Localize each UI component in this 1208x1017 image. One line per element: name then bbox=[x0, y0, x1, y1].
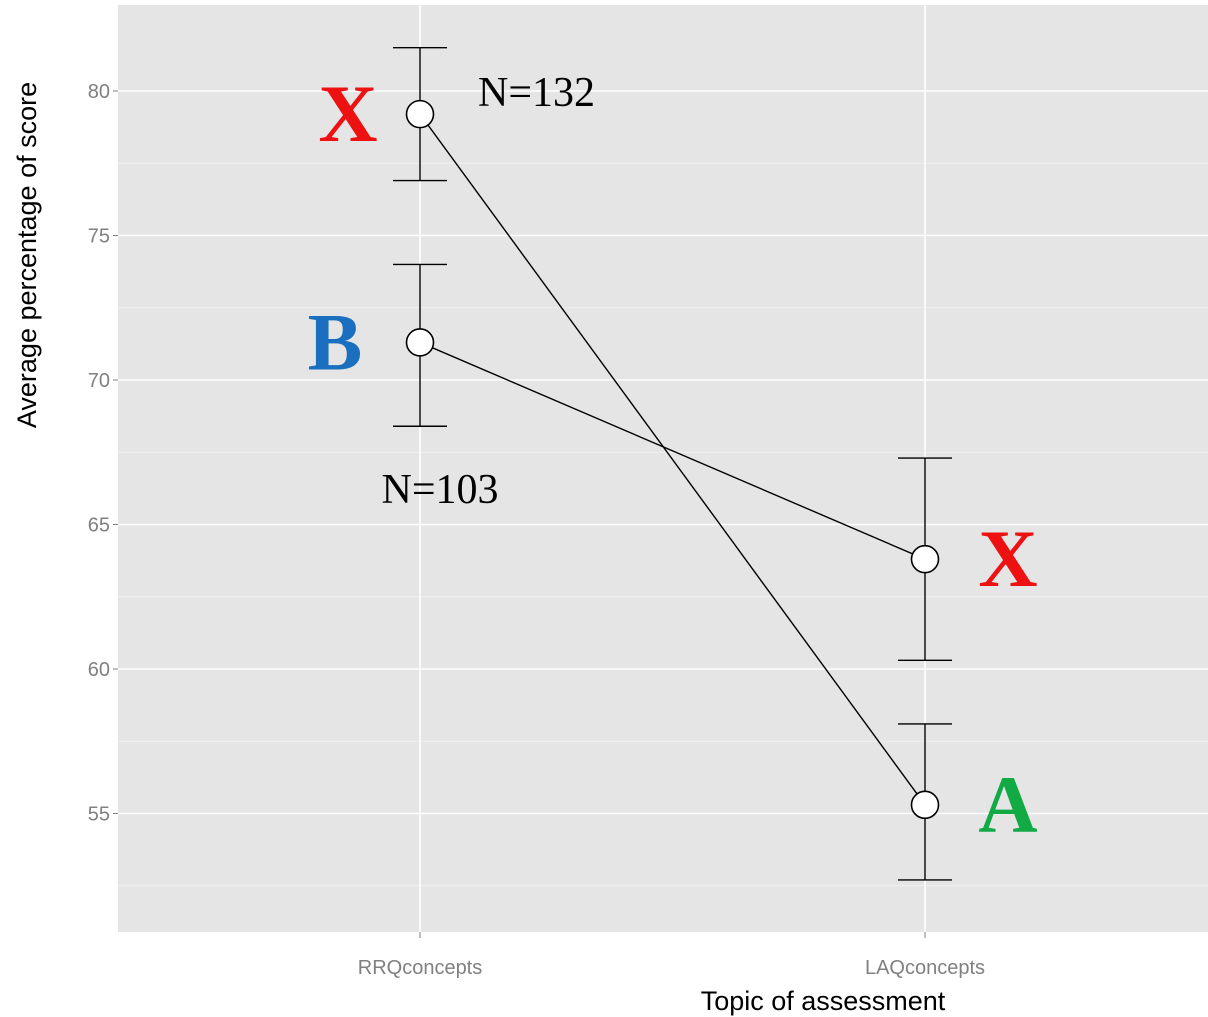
data-point bbox=[910, 790, 940, 820]
y-axis-ticks: 55 60 65 70 75 80 bbox=[88, 81, 118, 826]
y-tick-label: 80 bbox=[88, 81, 110, 103]
group-letter: B bbox=[308, 296, 363, 387]
data-point bbox=[910, 544, 940, 574]
x-axis-ticks: RRQconcepts LAQconcepts bbox=[358, 932, 985, 979]
y-axis-title: Average percentage of score bbox=[12, 82, 42, 428]
data-point bbox=[405, 328, 435, 357]
y-tick-label: 60 bbox=[88, 659, 110, 681]
series-line bbox=[419, 341, 926, 560]
data-points bbox=[405, 99, 940, 820]
x-axis-title: Topic of assessment bbox=[701, 986, 946, 1016]
y-tick-label: 75 bbox=[88, 226, 110, 248]
y-tick-label: 65 bbox=[88, 515, 110, 537]
x-tick-label: RRQconcepts bbox=[358, 957, 483, 979]
sample-size-label: N=132 bbox=[478, 70, 595, 116]
series-lines bbox=[419, 113, 926, 806]
minor-gridlines bbox=[118, 162, 1208, 887]
annotations: X A B X N=132 N=103 bbox=[308, 68, 1038, 850]
group-letter: A bbox=[978, 759, 1037, 850]
x-tick-label: LAQconcepts bbox=[865, 957, 985, 979]
y-tick-label: 70 bbox=[88, 370, 110, 392]
group-letter: X bbox=[978, 513, 1037, 604]
sample-size-label: N=103 bbox=[381, 467, 498, 513]
group-letter: X bbox=[318, 68, 377, 159]
plot-panel bbox=[118, 5, 1208, 932]
data-point bbox=[405, 99, 435, 129]
y-tick-label: 55 bbox=[88, 804, 110, 826]
series-line bbox=[419, 113, 926, 806]
